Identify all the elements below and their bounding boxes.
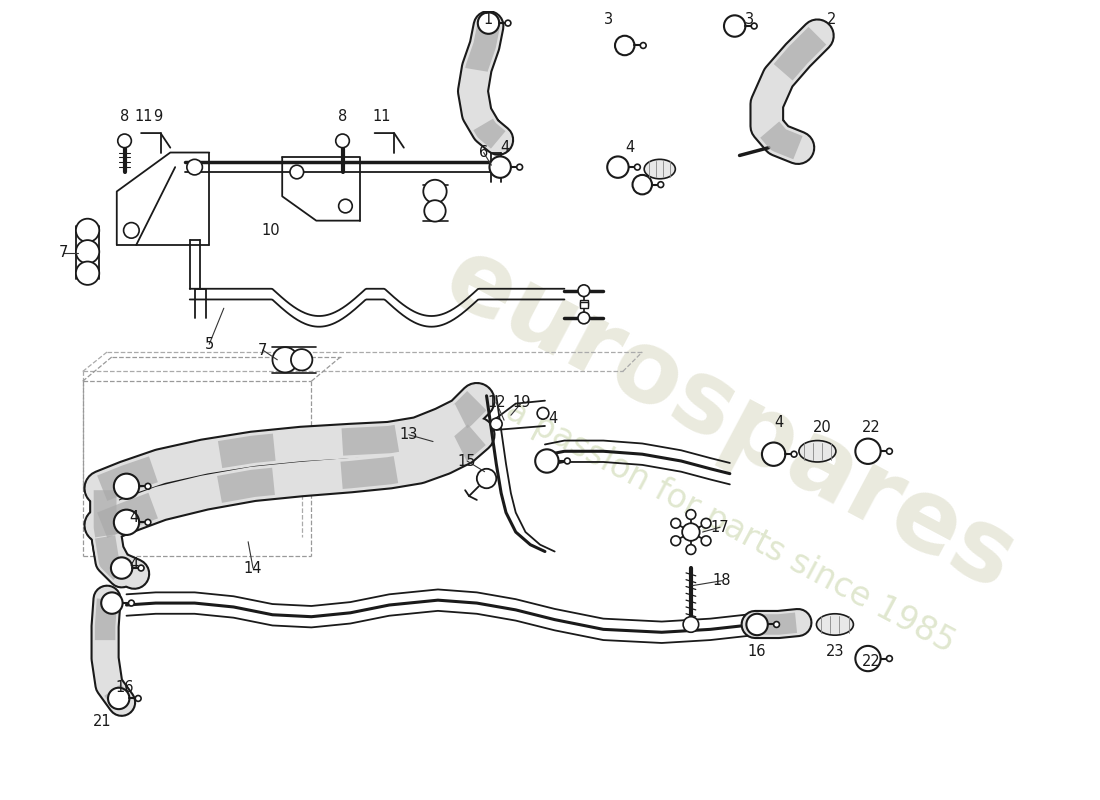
Text: 4: 4 [774,414,783,430]
Bar [580,301,587,306]
Circle shape [111,558,132,578]
Circle shape [682,523,700,541]
Circle shape [425,200,446,222]
Text: 2: 2 [827,12,837,26]
Text: 8: 8 [120,109,129,124]
Circle shape [564,458,570,464]
Ellipse shape [816,614,854,635]
Circle shape [751,23,757,29]
Circle shape [490,157,510,178]
Text: 4: 4 [548,410,558,426]
Circle shape [76,262,99,285]
Circle shape [856,646,881,671]
Bar [580,302,587,308]
Circle shape [491,418,502,430]
Text: eurospares: eurospares [428,229,1032,611]
Circle shape [505,20,510,26]
Circle shape [476,469,496,488]
Circle shape [187,159,202,175]
Circle shape [671,536,681,546]
Text: a passion for parts since 1985: a passion for parts since 1985 [499,394,960,660]
Text: 22: 22 [861,421,880,435]
Text: 20: 20 [813,421,832,435]
Ellipse shape [799,441,836,462]
Text: 8: 8 [338,109,348,124]
Text: 22: 22 [861,654,880,669]
Circle shape [607,157,628,178]
Circle shape [536,450,559,473]
Text: 13: 13 [399,427,418,442]
Circle shape [615,36,635,55]
Circle shape [114,474,140,499]
Circle shape [887,656,892,662]
Circle shape [701,536,711,546]
Circle shape [273,347,298,373]
Circle shape [724,15,746,37]
Text: 16: 16 [116,680,134,695]
Circle shape [762,442,785,466]
Circle shape [129,600,134,606]
Text: 4: 4 [500,140,509,155]
Text: 7: 7 [258,342,267,358]
Text: 3: 3 [745,12,754,26]
Circle shape [578,312,590,324]
Circle shape [292,349,312,370]
Circle shape [101,592,122,614]
Circle shape [118,134,131,148]
Text: 1: 1 [484,12,493,26]
Circle shape [671,518,681,528]
Circle shape [887,448,892,454]
Text: 12: 12 [487,395,506,410]
Text: 19: 19 [513,395,531,410]
Text: 17: 17 [711,520,729,534]
Ellipse shape [645,159,675,179]
Text: 16: 16 [748,644,767,659]
Circle shape [686,510,696,519]
Circle shape [145,519,151,526]
Circle shape [658,182,663,187]
Text: 5: 5 [205,337,213,352]
Text: 11: 11 [372,109,390,124]
Text: 4: 4 [625,140,635,155]
Text: 4: 4 [130,557,139,572]
Text: 21: 21 [92,714,111,730]
Circle shape [773,622,780,627]
Text: 6: 6 [478,145,488,160]
Circle shape [856,438,881,464]
Circle shape [632,175,652,194]
Circle shape [114,510,140,535]
Circle shape [339,199,352,213]
Circle shape [76,240,99,263]
Circle shape [336,134,350,148]
Circle shape [578,285,590,297]
Text: 4: 4 [130,510,139,525]
Circle shape [537,407,549,419]
Text: 14: 14 [244,561,262,575]
Circle shape [686,545,696,554]
Text: 10: 10 [261,223,279,238]
Text: 9: 9 [153,109,163,124]
Circle shape [424,180,447,203]
Circle shape [108,688,130,709]
Circle shape [123,222,140,238]
Text: 3: 3 [604,12,613,26]
Circle shape [290,165,304,179]
Circle shape [683,617,698,632]
Circle shape [640,42,646,49]
Circle shape [145,483,151,490]
Circle shape [76,218,99,242]
Circle shape [135,695,141,702]
Text: 7: 7 [58,246,68,260]
Text: 15: 15 [458,454,476,469]
Circle shape [747,614,768,635]
Text: 18: 18 [713,573,732,588]
Circle shape [517,164,522,170]
Circle shape [791,451,798,457]
Text: 11: 11 [135,109,153,124]
Circle shape [701,518,711,528]
Circle shape [635,164,640,170]
Circle shape [477,13,499,34]
Circle shape [139,565,144,571]
Text: 23: 23 [826,644,844,659]
